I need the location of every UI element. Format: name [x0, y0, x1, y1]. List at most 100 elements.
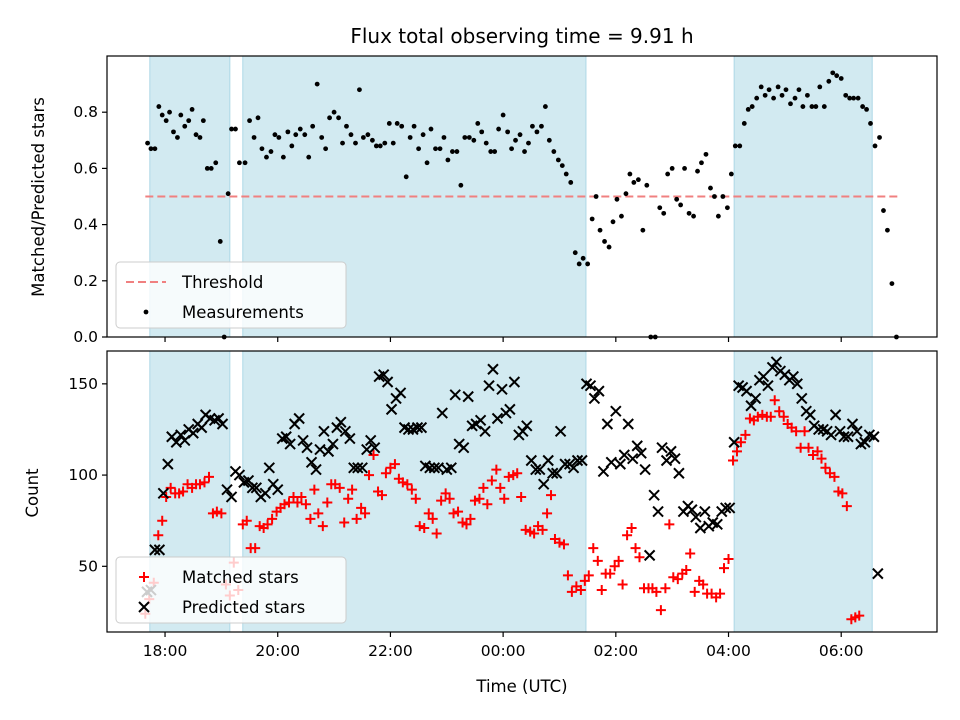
data-point: [593, 194, 599, 199]
data-point: [242, 160, 248, 166]
predicted-star-point: [195, 421, 208, 434]
predicted-star-point: [770, 356, 783, 368]
data-point: [657, 205, 663, 211]
matched-star-point: [469, 495, 480, 506]
predicted-star-point: [250, 482, 263, 494]
matched-star-point: [503, 471, 514, 482]
data-point: [255, 115, 261, 121]
data-point: [369, 137, 375, 143]
predicted-star-point: [157, 487, 170, 500]
data-point: [610, 219, 616, 225]
data-point: [864, 106, 869, 112]
data-point: [145, 140, 150, 146]
data-point: [411, 123, 417, 129]
matched-star-point: [203, 471, 214, 482]
data-point: [715, 213, 721, 219]
legend-box: [115, 556, 347, 624]
matched-star-point: [617, 579, 628, 590]
data-point: [353, 140, 358, 146]
predicted-star-point: [525, 454, 538, 467]
matched-star-point: [719, 563, 730, 574]
predicted-star-point: [559, 458, 571, 470]
y-tick-label: 0.0: [73, 328, 98, 346]
data-point: [703, 151, 709, 157]
predicted-star-point: [187, 427, 199, 439]
matched-star-point: [689, 586, 700, 597]
predicted-star-point: [487, 363, 499, 375]
predicted-star-point: [749, 392, 762, 405]
predicted-star-point: [834, 425, 846, 437]
matched-star-point: [651, 586, 662, 597]
predicted-star-point: [436, 407, 448, 419]
matched-star-point: [774, 406, 785, 417]
data-point: [382, 140, 388, 146]
matched-star-point: [731, 446, 742, 457]
predicted-star-point: [331, 421, 343, 434]
data-point: [204, 166, 210, 171]
data-point: [568, 180, 574, 185]
predicted-star-point: [622, 418, 634, 430]
y-tick-label: 0.8: [73, 103, 98, 121]
predicted-star-point: [364, 434, 377, 447]
data-point: [724, 205, 730, 211]
matched-star-point: [546, 490, 557, 501]
data-point: [365, 132, 371, 138]
data-point: [708, 185, 713, 191]
data-point: [225, 191, 231, 197]
data-point: [821, 104, 827, 109]
predicted-star-point: [618, 449, 630, 461]
data-point: [163, 118, 169, 124]
data-point: [526, 140, 531, 146]
predicted-star-point: [297, 434, 309, 447]
matched-star-point: [660, 583, 671, 594]
matched-star-point: [178, 486, 189, 497]
matched-star-point: [419, 522, 430, 533]
data-point: [276, 135, 282, 140]
matched-star-point: [334, 482, 345, 493]
matched-star-point: [605, 568, 616, 579]
predicted-star-point: [153, 544, 166, 556]
x-tick-label: 06:00: [819, 642, 864, 660]
data-point: [200, 118, 206, 124]
x-tick-label: 04:00: [706, 642, 751, 660]
data-point: [602, 239, 607, 244]
predicted-star-point: [212, 412, 225, 425]
data-point: [539, 123, 544, 129]
matched-star-point: [444, 493, 455, 504]
matched-star-point: [453, 506, 464, 517]
matched-star-point: [406, 484, 417, 495]
data-point: [178, 112, 184, 118]
data-point: [394, 121, 400, 126]
data-point: [428, 126, 434, 132]
matched-star-point: [765, 411, 776, 422]
data-point: [589, 216, 595, 222]
predicted-star-point: [648, 489, 660, 501]
matched-star-point: [820, 462, 831, 473]
data-point: [229, 126, 234, 132]
data-point: [488, 149, 494, 154]
predicted-star-point: [225, 491, 238, 503]
data-point: [555, 157, 561, 163]
predicted-star-point: [576, 454, 588, 467]
matched-star-point: [516, 491, 527, 502]
matched-star-point: [672, 574, 683, 585]
predicted-star-point: [859, 436, 871, 448]
data-point: [771, 95, 776, 101]
predicted-star-point: [740, 385, 753, 397]
matched-star-point: [841, 501, 852, 512]
predicted-star-point: [368, 442, 381, 454]
matched-star-point: [241, 515, 252, 526]
predicted-star-point: [584, 379, 597, 392]
data-point: [479, 129, 485, 135]
matched-star-point: [461, 519, 472, 530]
predicted-star-point: [175, 429, 187, 441]
data-point: [563, 171, 569, 177]
matched-star-point: [803, 442, 814, 453]
ratio-panel: 0.0 0.2 0.4 0.6 0.8 Threshold Measurements: [73, 55, 938, 346]
data-point: [860, 104, 866, 109]
matched-star-point: [655, 605, 666, 616]
data-point: [754, 95, 760, 101]
predicted-star-point: [394, 387, 407, 399]
data-point: [530, 123, 535, 129]
matched-star-point: [153, 530, 164, 541]
